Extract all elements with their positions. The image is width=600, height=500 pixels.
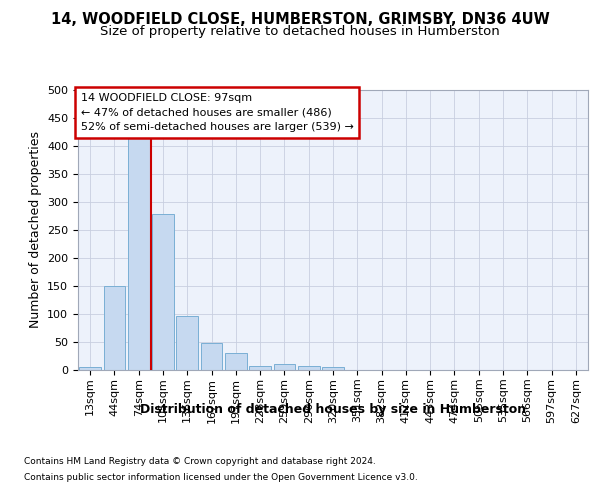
Text: Distribution of detached houses by size in Humberston: Distribution of detached houses by size …	[140, 402, 526, 415]
Bar	[104, 286, 125, 370]
Bar	[298, 366, 320, 370]
Y-axis label: Number of detached properties: Number of detached properties	[29, 132, 41, 328]
Bar	[322, 367, 344, 370]
Bar	[274, 364, 295, 370]
Bar	[225, 353, 247, 370]
Bar	[152, 214, 174, 370]
Bar	[200, 342, 223, 370]
Bar	[128, 135, 149, 370]
Bar	[176, 316, 198, 370]
Text: 14 WOODFIELD CLOSE: 97sqm
← 47% of detached houses are smaller (486)
52% of semi: 14 WOODFIELD CLOSE: 97sqm ← 47% of detac…	[80, 93, 353, 132]
Text: Size of property relative to detached houses in Humberston: Size of property relative to detached ho…	[100, 25, 500, 38]
Text: 14, WOODFIELD CLOSE, HUMBERSTON, GRIMSBY, DN36 4UW: 14, WOODFIELD CLOSE, HUMBERSTON, GRIMSBY…	[50, 12, 550, 28]
Bar	[79, 366, 101, 370]
Bar	[249, 366, 271, 370]
Text: Contains public sector information licensed under the Open Government Licence v3: Contains public sector information licen…	[24, 472, 418, 482]
Text: Contains HM Land Registry data © Crown copyright and database right 2024.: Contains HM Land Registry data © Crown c…	[24, 458, 376, 466]
